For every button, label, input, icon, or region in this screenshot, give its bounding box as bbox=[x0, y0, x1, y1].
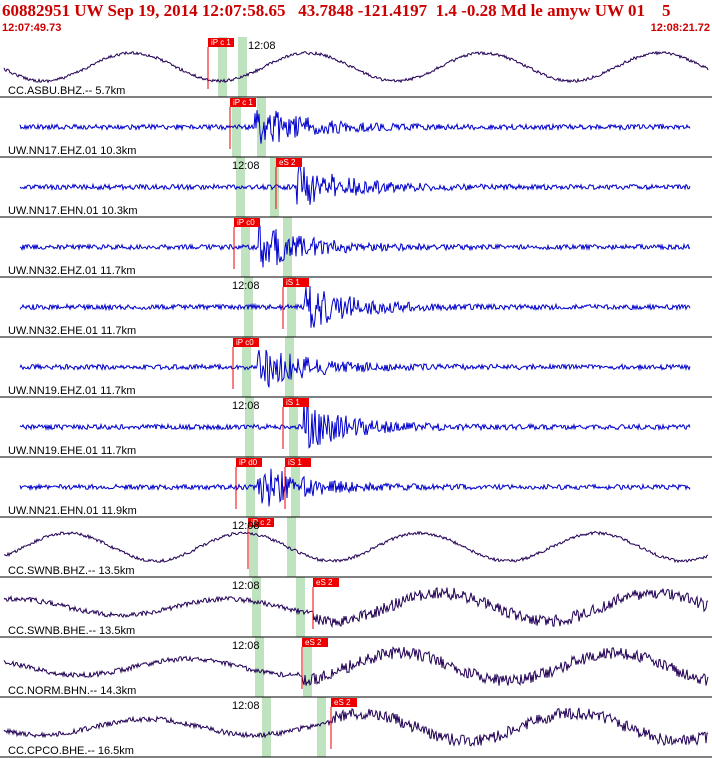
waveform bbox=[3, 646, 709, 687]
trace-track[interactable]: eS 2 12:08 CC.SWNB.BHE.-- 13.5km bbox=[0, 578, 712, 638]
seismogram-panel[interactable]: iP c 1 12:08 CC.ASBU.BHZ.-- 5.7km iP c 1 UW.… bbox=[0, 37, 712, 758]
waveform bbox=[3, 586, 708, 629]
phase-pick-label: iP c 2 bbox=[251, 518, 271, 527]
analysis-window-band bbox=[252, 577, 261, 637]
waveform bbox=[3, 530, 709, 564]
time-tick-label: 12:08 bbox=[232, 580, 260, 592]
time-tick-label: 12:08 bbox=[232, 520, 260, 532]
phase-pick-flag[interactable] bbox=[236, 458, 262, 467]
trace-track[interactable]: iP c0 UW.NN19.EHZ.01 11.7km bbox=[0, 338, 712, 398]
analysis-window-band bbox=[287, 517, 296, 577]
trace-track[interactable]: iP d0 iS 1 UW.NN21.EHN.01 11.9km bbox=[0, 458, 712, 518]
phase-pick-label: eS 2 bbox=[334, 698, 351, 707]
trace-track[interactable]: iS 1 12:08 UW.NN32.EHE.01 11.7km bbox=[0, 278, 712, 338]
trace-track[interactable]: iP c0 UW.NN32.EHZ.01 11.7km bbox=[0, 218, 712, 278]
phase-pick-label: eS 2 bbox=[279, 158, 296, 167]
waveform bbox=[19, 468, 691, 507]
trace-track[interactable]: iP c 1 UW.NN17.EHZ.01 10.3km bbox=[0, 98, 712, 158]
phase-pick-flag[interactable] bbox=[302, 638, 328, 647]
phase-pick-flag[interactable] bbox=[283, 278, 309, 287]
phase-pick-label: eS 2 bbox=[305, 638, 322, 647]
analysis-window-band bbox=[249, 517, 258, 577]
trace-station-label: CC.CPCO.BHE.-- 16.5km bbox=[8, 745, 134, 757]
trace-track[interactable]: iS 1 12:08 UW.NN19.EHE.01 11.7km bbox=[0, 398, 712, 458]
time-tick-label: 12:08 bbox=[248, 40, 276, 52]
phase-pick-flag[interactable] bbox=[234, 218, 260, 227]
waveform bbox=[19, 110, 691, 144]
waveform bbox=[19, 402, 691, 449]
trace-track[interactable]: iP c 1 12:08 CC.ASBU.BHZ.-- 5.7km bbox=[0, 38, 712, 98]
analysis-window-band bbox=[238, 37, 247, 97]
trace-station-label: CC.SWNB.BHZ.-- 13.5km bbox=[8, 565, 135, 577]
phase-pick-flag[interactable] bbox=[230, 98, 256, 107]
analysis-window-band bbox=[246, 457, 255, 517]
window-start-time: 12:07:49.73 bbox=[2, 22, 62, 34]
phase-pick-label: iP c 1 bbox=[211, 38, 231, 47]
phase-pick-label: iS 1 bbox=[286, 278, 300, 287]
trace-station-label: UW.NN19.EHZ.01 11.7km bbox=[8, 385, 136, 397]
waveform bbox=[19, 349, 691, 388]
window-end-time: 12:08:21.72 bbox=[650, 22, 710, 34]
analysis-window-band bbox=[303, 637, 312, 697]
trace-station-label: UW.NN32.EHE.01 11.7km bbox=[8, 325, 136, 337]
trace-track[interactable]: eS 2 12:08 CC.NORM.BHN.-- 14.3km bbox=[0, 638, 712, 698]
phase-pick-label: iP c0 bbox=[237, 218, 255, 227]
trace-station-label: UW.NN21.EHN.01 11.9km bbox=[8, 505, 137, 517]
analysis-window-band bbox=[291, 457, 300, 517]
trace-station-label: CC.NORM.BHN.-- 14.3km bbox=[8, 685, 136, 697]
phase-pick-label: iS 1 bbox=[288, 458, 302, 467]
trace-station-label: CC.ASBU.BHZ.-- 5.7km bbox=[8, 85, 125, 97]
time-tick-label: 12:08 bbox=[232, 280, 260, 292]
phase-pick-label: eS 2 bbox=[316, 578, 333, 587]
time-tick-label: 12:08 bbox=[232, 640, 260, 652]
analysis-window-band bbox=[255, 637, 264, 697]
trace-station-label: UW.NN32.EHZ.01 11.7km bbox=[8, 265, 136, 277]
event-title: 60882951 UW Sep 19, 2014 12:07:58.65 43.… bbox=[2, 1, 671, 20]
event-header: 60882951 UW Sep 19, 2014 12:07:58.65 43.… bbox=[0, 0, 712, 37]
waveform bbox=[19, 164, 691, 205]
phase-pick-label: iP c 1 bbox=[233, 98, 253, 107]
time-tick-label: 12:08 bbox=[232, 160, 260, 172]
phase-pick-label: iS 1 bbox=[286, 398, 300, 407]
waveform bbox=[3, 50, 709, 84]
trace-track[interactable]: iP c 212:08 CC.SWNB.BHZ.-- 13.5km bbox=[0, 518, 712, 578]
trace-station-label: CC.SWNB.BHE.-- 13.5km bbox=[8, 625, 135, 637]
analysis-window-band bbox=[218, 37, 227, 97]
phase-pick-flag[interactable] bbox=[233, 338, 259, 347]
waveform bbox=[3, 707, 708, 747]
trace-station-label: UW.NN17.EHZ.01 10.3km bbox=[8, 145, 136, 157]
phase-pick-label: iP c0 bbox=[236, 338, 254, 347]
phase-pick-flag[interactable] bbox=[283, 398, 309, 407]
trace-station-label: UW.NN19.EHE.01 11.7km bbox=[8, 445, 136, 457]
analysis-window-band bbox=[317, 697, 326, 757]
analysis-window-band bbox=[236, 157, 245, 217]
phase-pick-flag[interactable] bbox=[276, 158, 302, 167]
trace-track[interactable]: eS 2 12:08 UW.NN17.EHN.01 10.3km bbox=[0, 158, 712, 218]
waveform bbox=[19, 223, 691, 268]
analysis-window-band bbox=[296, 577, 305, 637]
analysis-window-band bbox=[262, 697, 271, 757]
trace-station-label: UW.NN17.EHN.01 10.3km bbox=[8, 205, 138, 217]
phase-pick-flag[interactable] bbox=[208, 38, 234, 47]
phase-pick-flag[interactable] bbox=[331, 698, 357, 707]
phase-pick-flag[interactable] bbox=[313, 578, 339, 587]
trace-track[interactable]: eS 2 12:08 CC.CPCO.BHE.-- 16.5km bbox=[0, 698, 712, 758]
phase-pick-label: iP d0 bbox=[239, 458, 258, 467]
analysis-window-band bbox=[232, 97, 241, 157]
phase-pick-flag[interactable] bbox=[285, 458, 311, 467]
phase-pick-flag[interactable] bbox=[248, 518, 274, 527]
waveform bbox=[19, 285, 691, 328]
analysis-window-band bbox=[257, 97, 266, 157]
time-tick-label: 12:08 bbox=[232, 700, 260, 712]
time-tick-label: 12:08 bbox=[232, 400, 260, 412]
